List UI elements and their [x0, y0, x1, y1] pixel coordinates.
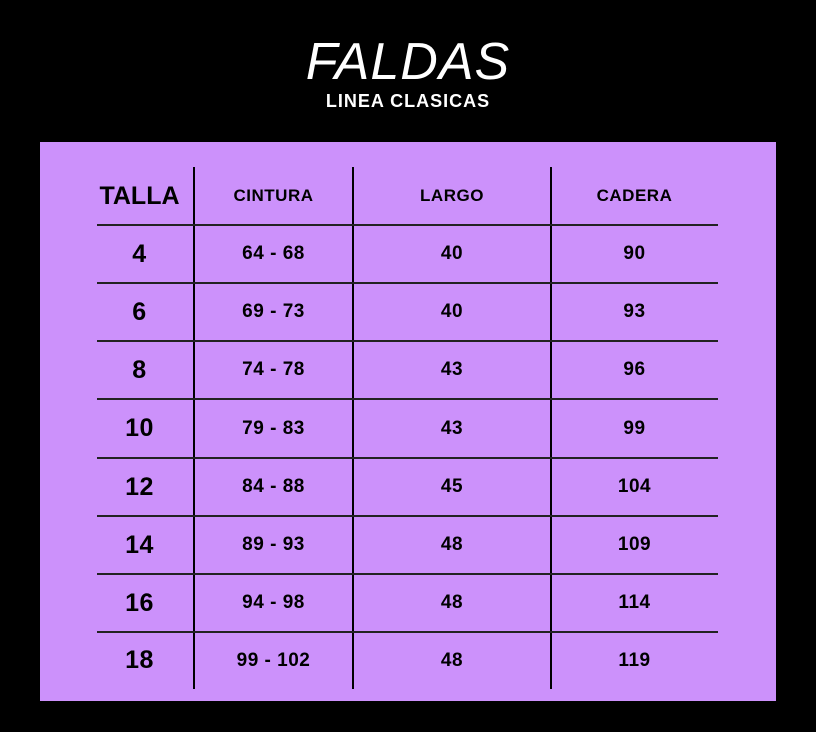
- cell-largo: 48: [440, 650, 464, 671]
- cell-cadera: 90: [623, 243, 646, 264]
- cell-cintura: 84 - 88: [242, 476, 305, 497]
- cell-largo: 40: [440, 243, 464, 264]
- header-cintura: CINTURA: [233, 186, 314, 205]
- cell-cadera: 104: [617, 476, 652, 497]
- row-divider: [97, 282, 718, 284]
- cell-cintura: 89 - 93: [242, 534, 305, 555]
- cell-talla: 4: [132, 240, 147, 268]
- cell-cadera: 109: [617, 534, 652, 555]
- header-cadera: CADERA: [596, 186, 673, 205]
- cell-talla: 8: [132, 356, 147, 384]
- page-title: FALDAS: [305, 33, 511, 91]
- row-divider: [97, 340, 718, 342]
- column-divider: [193, 167, 195, 689]
- cell-talla: 10: [125, 414, 154, 442]
- cell-largo: 40: [440, 301, 464, 322]
- cell-cadera: 96: [623, 359, 646, 380]
- cell-largo: 43: [440, 418, 464, 439]
- header-largo: LARGO: [420, 186, 484, 205]
- cell-cintura: 94 - 98: [242, 592, 305, 613]
- cell-cintura: 79 - 83: [242, 418, 305, 439]
- column-divider: [550, 167, 552, 689]
- row-divider: [97, 573, 718, 575]
- cell-largo: 48: [440, 534, 464, 555]
- cell-cadera: 99: [623, 418, 646, 439]
- row-divider: [97, 631, 718, 633]
- column-divider: [352, 167, 354, 689]
- cell-cintura: 74 - 78: [242, 359, 305, 380]
- cell-talla: 6: [132, 298, 147, 326]
- row-divider: [97, 457, 718, 459]
- cell-talla: 12: [125, 473, 154, 501]
- cell-cintura: 64 - 68: [242, 243, 305, 264]
- cell-cintura: 99 - 102: [236, 650, 311, 671]
- row-divider: [97, 398, 718, 400]
- cell-largo: 45: [440, 476, 464, 497]
- cell-talla: 14: [125, 531, 154, 559]
- header-talla: TALLA: [99, 182, 180, 210]
- cell-cadera: 119: [618, 650, 651, 671]
- size-table: TALLA CINTURA LARGO CADERA 4 64 - 68 40 90 6 69 -…: [40, 142, 776, 701]
- page-subtitle: LINEA CLASICAS: [325, 91, 491, 111]
- cell-cadera: 114: [618, 592, 651, 613]
- cell-largo: 48: [440, 592, 464, 613]
- cell-talla: 16: [125, 589, 154, 617]
- cell-largo: 43: [440, 359, 464, 380]
- row-divider: [97, 515, 718, 517]
- cell-cadera: 93: [623, 301, 646, 322]
- row-divider: [97, 224, 718, 226]
- cell-cintura: 69 - 73: [242, 301, 305, 322]
- cell-talla: 18: [125, 646, 154, 674]
